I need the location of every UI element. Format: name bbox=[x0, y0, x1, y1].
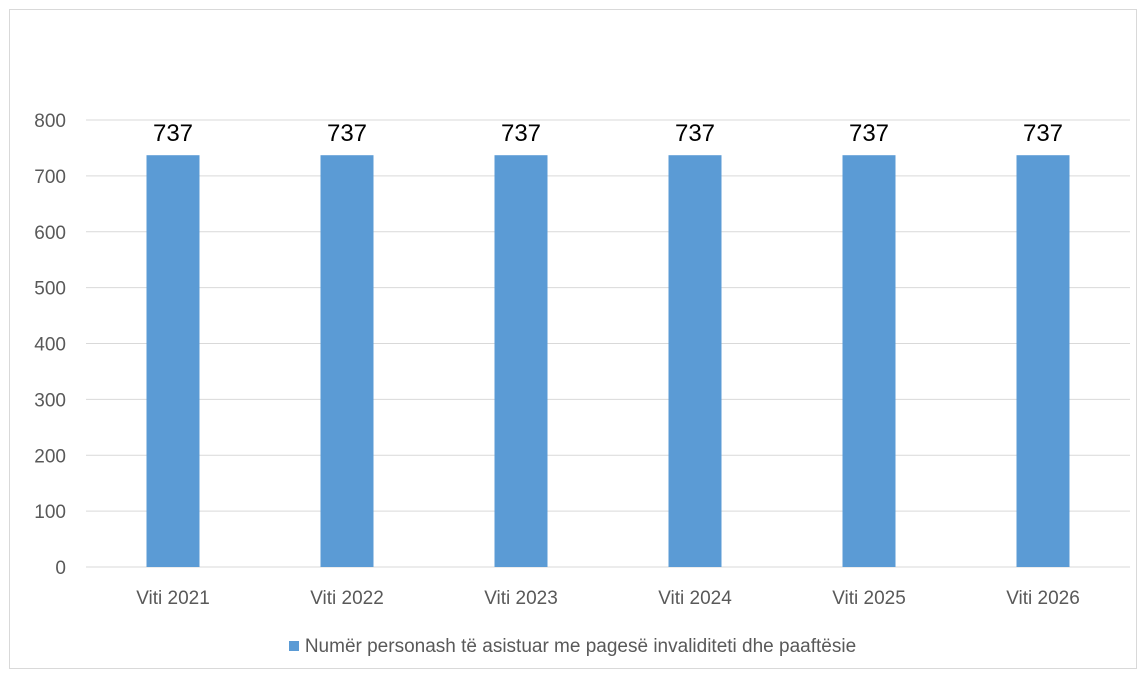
y-tick-label: 200 bbox=[34, 446, 66, 467]
y-tick-label: 500 bbox=[34, 279, 66, 300]
bar bbox=[1016, 155, 1070, 568]
bar bbox=[320, 155, 374, 568]
data-label: 737 bbox=[501, 120, 541, 147]
x-tick-label: Viti 2023 bbox=[484, 588, 558, 609]
data-label: 737 bbox=[327, 120, 367, 147]
data-label: 737 bbox=[675, 120, 715, 147]
y-tick-label: 100 bbox=[34, 502, 66, 523]
x-tick-label: Viti 2026 bbox=[1006, 588, 1080, 609]
y-tick-label: 400 bbox=[34, 335, 66, 356]
data-label: 737 bbox=[849, 120, 889, 147]
bar bbox=[494, 155, 548, 568]
legend-swatch bbox=[288, 641, 299, 651]
legend-label: Numër personash të asistuar me pagesë in… bbox=[304, 636, 857, 657]
x-tick-label: Viti 2021 bbox=[136, 588, 210, 609]
bar bbox=[842, 155, 896, 568]
y-tick-label: 600 bbox=[34, 223, 66, 244]
bar bbox=[668, 155, 722, 568]
x-tick-label: Viti 2022 bbox=[310, 588, 384, 609]
y-tick-label: 700 bbox=[34, 167, 66, 188]
data-label: 737 bbox=[153, 120, 193, 147]
legend: Numër personash të asistuar me pagesë in… bbox=[0, 636, 1145, 658]
y-tick-label: 0 bbox=[55, 558, 66, 579]
x-tick-label: Viti 2024 bbox=[658, 588, 732, 609]
bar bbox=[146, 155, 200, 568]
data-label: 737 bbox=[1023, 120, 1063, 147]
x-tick-label: Viti 2025 bbox=[832, 588, 906, 609]
y-tick-label: 300 bbox=[34, 390, 66, 411]
y-tick-label: 800 bbox=[34, 111, 66, 132]
